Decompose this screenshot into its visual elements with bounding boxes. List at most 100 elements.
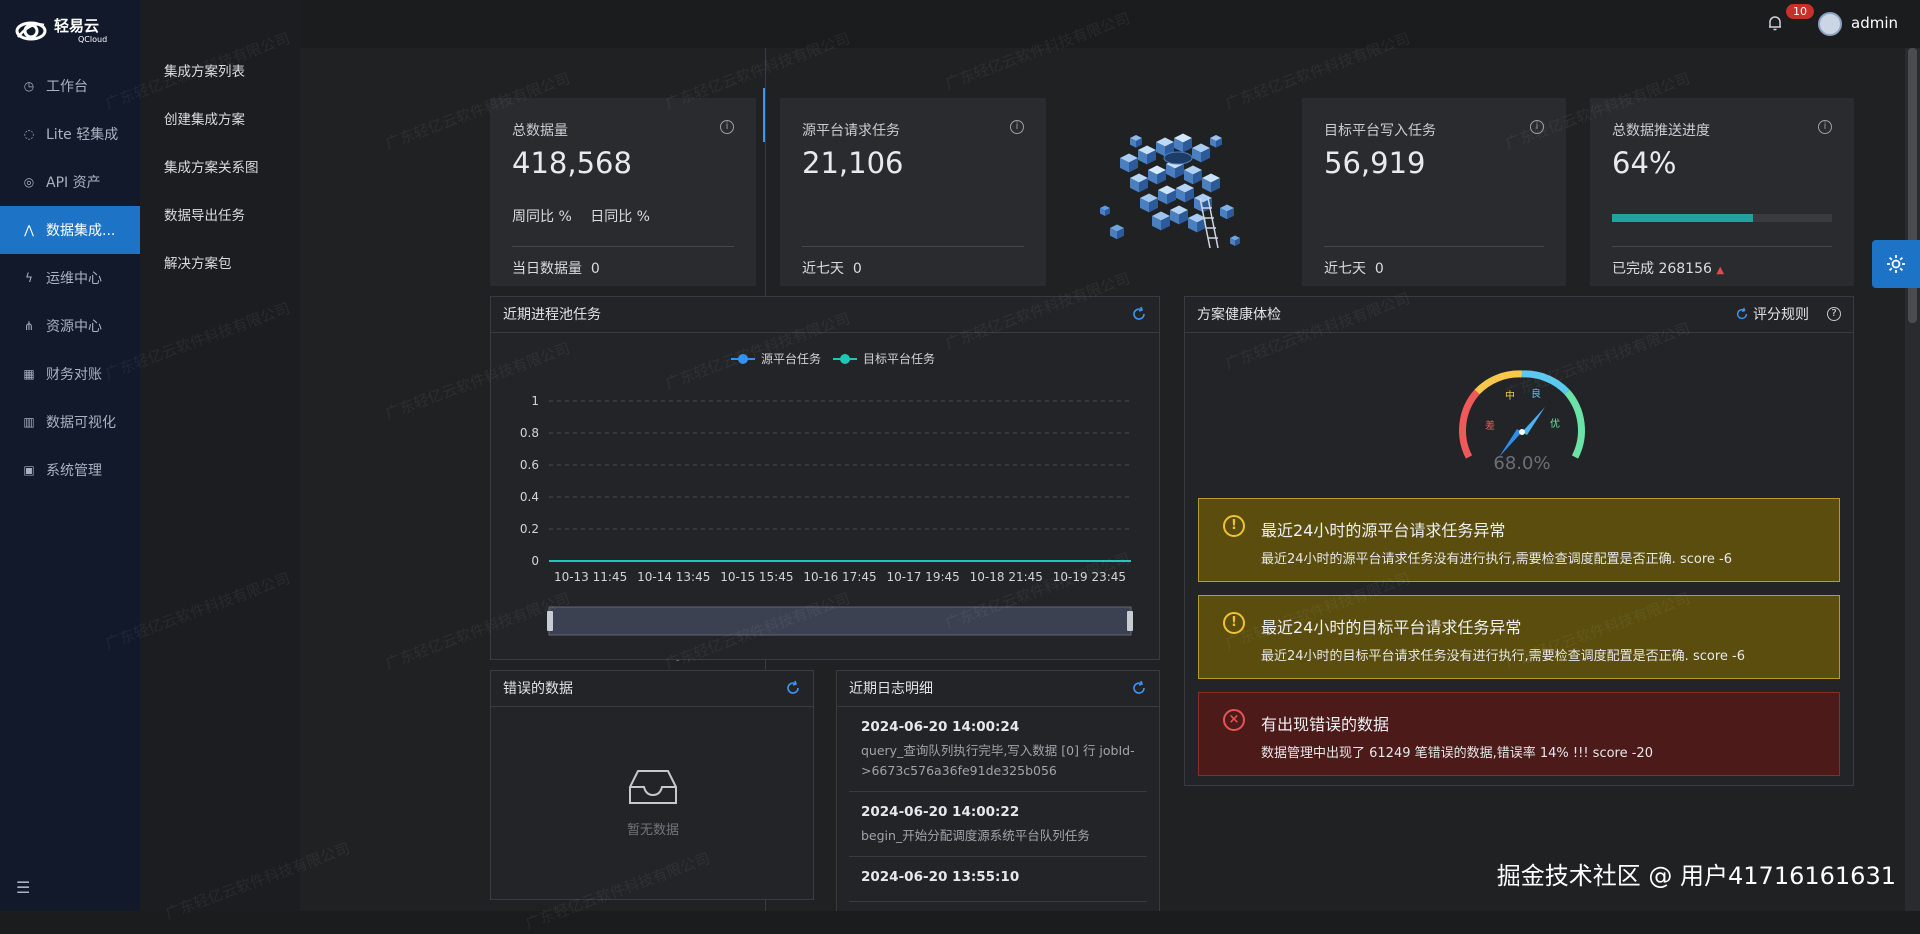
score-rule-link[interactable]: 评分规则 [1735,297,1809,333]
x-tick-label: 10-15 15:45 [720,570,793,584]
refresh-icon[interactable] [785,680,801,696]
brand-sub: QCloud [78,36,107,44]
info-icon[interactable]: i [1530,120,1544,134]
sidebar-item-0[interactable]: ◷ 工作台 [0,62,140,110]
card-value: 418,568 [512,146,632,180]
submenu-item[interactable]: 创建集成方案 [140,96,300,144]
cluster-icon: ⋔ [22,319,36,333]
submenu-item[interactable]: 解决方案包 [140,240,300,288]
settings-gear-button[interactable] [1872,240,1920,288]
health-gauge: 差 中 良 优 68.0% [1447,357,1597,477]
clock-icon: ◷ [22,79,36,93]
cube-shape [1230,236,1240,247]
cube-shape [1138,146,1156,165]
compare-row: 周同比 % 日同比 % [512,206,650,226]
alert-target-task[interactable]: ! 最近24小时的目标平台请求任务异常 最近24小时的目标平台请求任务没有进行执… [1198,595,1840,679]
collapse-menu-icon[interactable]: ☰ [16,878,30,897]
x-tick-label: 10-19 23:45 [1053,570,1126,584]
sidebar-item-label: API 资产 [46,172,101,192]
footer-label: 已完成 [1612,261,1654,277]
card-title: 源平台请求任务 [802,120,900,140]
card-title: 目标平台写入任务 [1324,120,1436,140]
help-icon[interactable]: ? [1827,307,1841,321]
platform-disc [1164,152,1192,164]
footer-label: 当日数据量 [512,261,582,277]
info-icon[interactable]: i [1818,120,1832,134]
submenu-item[interactable]: 集成方案关系图 [140,144,300,192]
card-value: 64% [1612,146,1676,180]
sidebar-item-label: 工作台 [46,76,88,96]
brand-logo[interactable]: 轻易云 QCloud [0,0,140,62]
alert-title: 有出现错误的数据 [1261,711,1389,735]
sidebar-item-label: 数据集成... [46,220,115,240]
footer-value: 0 [1375,261,1384,277]
card-value: 21,106 [802,146,903,180]
cube-shape [1120,154,1138,173]
sidebar-item-label: 数据可视化 [46,412,116,432]
legend-label: 源平台任务 [761,351,821,366]
alert-error-data[interactable]: × 有出现错误的数据 数据管理中出现了 61249 笔错误的数据,错误率 14%… [1198,692,1840,776]
source-task-card: 源平台请求任务 i 21,106 近七天 0 [780,98,1046,286]
cube-shape [1100,206,1110,217]
gauge-score: 68.0% [1493,453,1550,474]
share-icon: ⋀ [22,223,36,237]
refresh-icon[interactable] [1735,307,1749,321]
brand-name: 轻易云 [54,19,107,34]
cube-shape [1192,144,1210,163]
calculator-icon: ▦ [22,367,36,381]
integration-submenu: 集成方案列表创建集成方案集成方案关系图数据导出任务解决方案包 [140,0,300,911]
y-tick-label: 0.8 [520,426,539,440]
sidebar-item-5[interactable]: ⋔资源中心 [0,302,140,350]
log-text: query_查询队列执行完毕,写入数据 [0] 行 jobId->6673c57… [861,741,1135,781]
up-arrow-icon: ▲ [1716,265,1724,276]
score-rule-label[interactable]: 评分规则 [1753,307,1809,323]
sidebar-item-2[interactable]: ◎API 资产 [0,158,140,206]
username[interactable]: admin [1851,14,1898,32]
sidebar-item-1[interactable]: ◌Lite 轻集成 [0,110,140,158]
y-tick-label: 0 [531,554,539,568]
cube-shape [1176,184,1194,203]
log-time: 2024-06-20 14:00:22 [861,804,1135,820]
info-icon[interactable]: i [1010,120,1024,134]
footer-value: 0 [591,261,600,277]
refresh-icon[interactable] [1131,306,1147,322]
card-footer: 当日数据量 0 [512,258,600,278]
y-tick-label: 0.4 [520,490,539,504]
cube-shape [1130,135,1142,148]
refresh-icon[interactable] [1131,680,1147,696]
y-tick-label: 0.2 [520,522,539,536]
cube-shape [1210,135,1222,148]
card-footer: 近七天 0 [1324,258,1384,278]
alert-desc: 数据管理中出现了 61249 笔错误的数据,错误率 14% !!! score … [1261,742,1653,761]
submenu-item[interactable]: 集成方案列表 [140,48,300,96]
footer-value: 0 [853,261,862,277]
alert-source-task[interactable]: ! 最近24小时的源平台请求任务异常 最近24小时的源平台请求任务没有进行执行,… [1198,498,1840,582]
submenu-item[interactable]: 数据导出任务 [140,192,300,240]
info-icon[interactable]: i [720,120,734,134]
avatar[interactable] [1818,12,1842,36]
sidebar-item-8[interactable]: ▣系统管理 [0,446,140,494]
x-tick-label: 10-13 11:45 [554,570,627,584]
sidebar-item-label: 系统管理 [46,460,102,480]
sidebar-item-3[interactable]: ⋀ 数据集成... [0,206,140,254]
page-scrollbar[interactable] [1905,48,1920,911]
sidebar-item-6[interactable]: ▦财务对账 [0,350,140,398]
bell-icon[interactable] [1766,14,1784,32]
alert-desc: 最近24小时的源平台请求任务没有进行执行,需要检查调度配置是否正确. score… [1261,548,1732,567]
x-tick-label: 10-17 19:45 [887,570,960,584]
progress-track [1612,214,1832,222]
y-tick-label: 0.6 [520,458,539,472]
gear-icon [1885,253,1907,275]
bolt-icon: ϟ [22,271,36,285]
sidebar-item-7[interactable]: ▥数据可视化 [0,398,140,446]
panel-title: 错误的数据 [503,681,573,697]
gauge-label-mid: 中 [1505,389,1515,402]
footer-label: 近七天 [1324,261,1366,277]
sidebar-item-label: Lite 轻集成 [46,124,118,144]
week-compare: 周同比 % [512,209,572,225]
panel-title: 近期日志明细 [849,681,933,697]
